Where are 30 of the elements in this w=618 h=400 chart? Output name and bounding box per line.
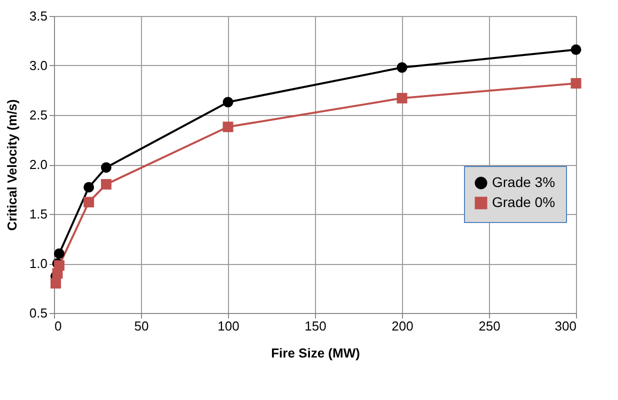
point — [570, 78, 582, 89]
legend-label: Grade 0% — [492, 194, 556, 210]
point — [396, 62, 408, 73]
x-tick-label: 250 — [478, 318, 500, 334]
y-axis-title: Critical Velocity (m/s) — [4, 99, 20, 231]
point — [84, 196, 94, 208]
point — [54, 248, 64, 259]
point — [396, 92, 408, 104]
point — [100, 162, 112, 173]
point — [100, 179, 112, 190]
y-tick-label: 3.0 — [29, 58, 48, 73]
point — [84, 182, 94, 193]
y-tick-label: 2.0 — [29, 157, 48, 172]
y-tick-label: 1.5 — [29, 206, 48, 222]
y-tick-label: 1.0 — [29, 256, 48, 271]
point — [222, 122, 234, 132]
x-tick-label: 50 — [134, 318, 149, 334]
point — [222, 96, 234, 108]
legend-label: Grade 3% — [492, 174, 556, 190]
x-tick-label: 100 — [218, 318, 240, 334]
x-axis-title: Fire Size (MW) — [271, 346, 360, 360]
x-tick-label: 0 — [54, 318, 62, 334]
y-tick-label: 2.5 — [29, 108, 48, 122]
point — [50, 278, 61, 289]
x-tick-label: 200 — [392, 318, 414, 334]
x-tick-label: 150 — [304, 318, 326, 334]
point — [570, 44, 582, 55]
y-tick-label: 0.5 — [29, 306, 48, 320]
x-tick-label: 300 — [554, 318, 576, 334]
y-tick-label: 3.5 — [29, 8, 48, 24]
